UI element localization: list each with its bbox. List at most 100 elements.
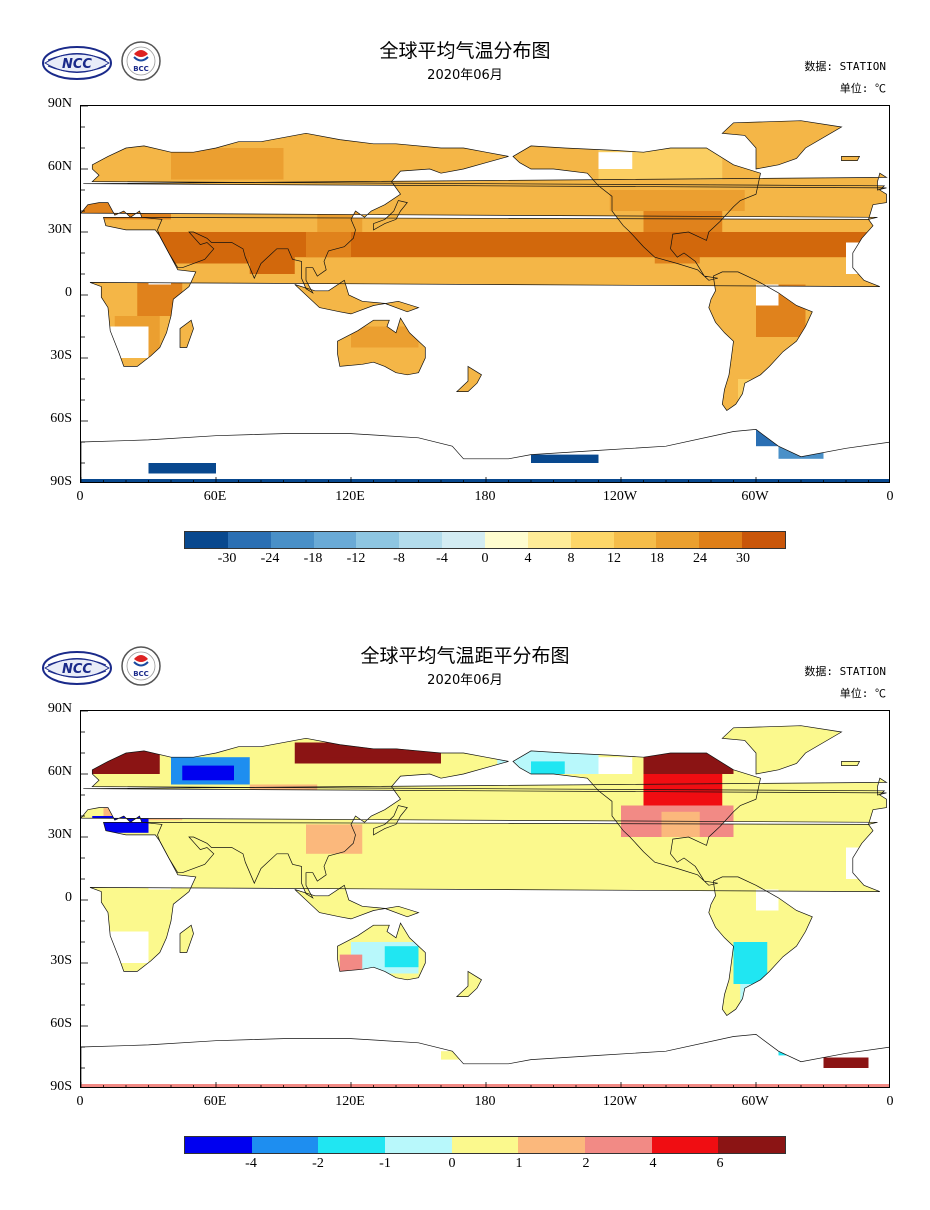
lat-label: 0	[65, 890, 72, 905]
colorbar-tick: 8	[567, 551, 575, 566]
colorbar-swatch	[385, 1137, 452, 1153]
lon-label: 120W	[602, 1094, 638, 1109]
colorbar-swatch	[613, 532, 657, 548]
map-title: 全球平均气温距平分布图	[360, 645, 570, 667]
colorbar-swatch	[442, 532, 486, 548]
field-cell	[384, 946, 419, 968]
colorbar-tick: -24	[260, 551, 280, 566]
colorbar	[184, 1136, 786, 1154]
indonesia-land	[294, 280, 419, 314]
indonesia-coastline	[294, 279, 420, 315]
antarctica-coastline	[81, 1034, 889, 1087]
colorbar-tick: 30	[736, 551, 750, 566]
madagascar-coastline	[179, 319, 194, 348]
field-cell	[148, 463, 216, 474]
field-cell	[823, 1057, 869, 1068]
uk-land	[83, 173, 887, 190]
field-cell	[182, 765, 234, 781]
field-cell	[531, 454, 599, 463]
colorbar-swatch	[185, 532, 228, 548]
colorbar-tick: 0	[481, 551, 489, 566]
new-zealand-land	[456, 366, 482, 392]
field-cell	[756, 425, 779, 447]
lat-label: 60N	[47, 764, 72, 779]
colorbar-tick: -4	[436, 551, 448, 566]
colorbar-tick: 18	[650, 551, 664, 566]
svg-text:NCC: NCC	[62, 57, 92, 72]
new-zealand-land	[456, 971, 482, 997]
colorbar-tick: 12	[607, 551, 621, 566]
world-map	[80, 105, 890, 483]
colorbar-swatch	[356, 532, 400, 548]
data-source-label: 数据: STATION	[804, 665, 886, 678]
new-zealand-coastline	[455, 365, 482, 392]
iceland-land	[841, 156, 860, 161]
colorbar-tick: 24	[693, 551, 707, 566]
field-cell	[306, 232, 351, 258]
field-cell	[339, 954, 363, 972]
ncc-logo-icon: NCC	[40, 647, 114, 689]
lon-label: 60W	[741, 489, 769, 504]
indonesia-coastline	[294, 884, 420, 920]
colorbar-swatch	[527, 532, 571, 548]
antarctica-land	[81, 429, 889, 482]
field-cell	[339, 347, 423, 369]
south-pole-band	[81, 479, 889, 482]
antarctica-land	[81, 1034, 889, 1087]
world-map	[80, 710, 890, 1088]
colorbar-swatch	[318, 1137, 386, 1153]
new-zealand-coastline	[455, 970, 482, 997]
lon-label: 120E	[335, 489, 365, 504]
japan-land	[373, 805, 408, 835]
south-america-coastline	[708, 271, 813, 411]
japan-coastline	[373, 805, 408, 836]
colorbar-swatch	[518, 1137, 586, 1153]
bcc-logo-icon: BCC	[120, 40, 162, 82]
no-data-cell	[756, 284, 779, 306]
field-cell	[317, 211, 363, 232]
map-subtitle: 2020年06月	[427, 68, 503, 83]
lat-label: 30N	[47, 827, 72, 842]
colorbar-swatch	[585, 1137, 652, 1153]
lat-label: 30S	[50, 953, 72, 968]
field-cell	[103, 879, 171, 911]
field-cell	[283, 143, 396, 169]
lon-label: 0	[886, 1094, 894, 1109]
field-cell	[441, 1051, 482, 1060]
lon-label: 180	[474, 1094, 496, 1109]
lat-label: 60N	[47, 159, 72, 174]
colorbar-swatch	[485, 532, 528, 548]
colorbar-tick: -4	[245, 1156, 257, 1171]
colorbar	[184, 531, 786, 549]
uk-coastline	[83, 777, 888, 796]
colorbar-swatch	[570, 532, 614, 548]
field-cell	[306, 824, 363, 854]
field-cell	[643, 753, 734, 774]
colorbar-swatch	[651, 1137, 719, 1153]
lon-label: 0	[76, 489, 84, 504]
map-subtitle: 2020年06月	[427, 673, 503, 688]
field-cell	[103, 148, 171, 180]
colorbar-tick: -12	[346, 551, 366, 566]
colorbar-tick: -18	[303, 551, 323, 566]
australia-coastline	[337, 317, 426, 376]
iceland-coastline	[841, 761, 861, 766]
no-data-cell	[756, 889, 779, 911]
colorbar-swatch	[656, 532, 700, 548]
lon-label: 0	[76, 1094, 84, 1109]
svg-text:BCC: BCC	[133, 65, 149, 73]
lat-label: 30S	[50, 348, 72, 363]
colorbar-tick: -8	[393, 551, 405, 566]
colorbar-swatch	[251, 1137, 319, 1153]
greenland-coastline	[721, 120, 843, 170]
map-title: 全球平均气温分布图	[379, 40, 551, 62]
colorbar-tick: -2	[312, 1156, 324, 1171]
lat-label: 90S	[50, 1079, 72, 1094]
field-cell	[778, 1047, 801, 1056]
greenland-land	[722, 120, 842, 169]
lon-label: 60E	[203, 489, 227, 504]
colorbar-tick: 0	[448, 1156, 456, 1171]
colorbar-swatch	[699, 532, 743, 548]
field-cell	[81, 190, 171, 220]
eurasia-land	[81, 738, 887, 898]
